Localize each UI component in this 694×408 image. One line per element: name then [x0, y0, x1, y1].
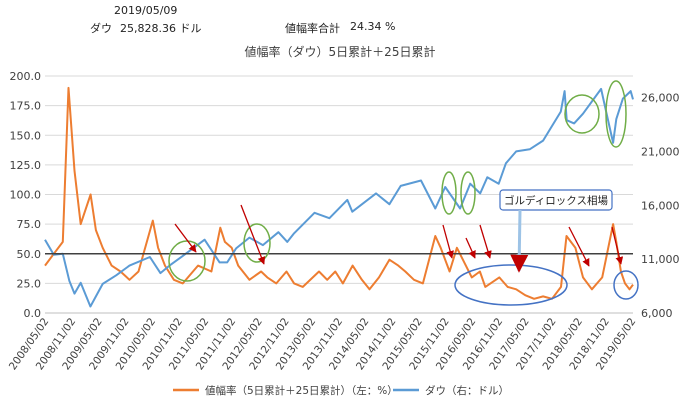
red-arrow — [479, 224, 492, 259]
right-tick-label: 26,000 — [641, 92, 680, 105]
red-arrow — [442, 224, 454, 259]
right-axis-ticks: 6,000 11,000 16,000 21,000 26,000 — [641, 92, 680, 320]
annotation-box — [499, 189, 613, 211]
left-tick-label: 0.0 — [24, 307, 42, 320]
highlight-circle — [454, 264, 568, 306]
left-tick-label: 75.0 — [17, 218, 42, 231]
annotations: ゴルディロックス相場 — [168, 80, 639, 306]
header-ratio-label: 値幅率合計 — [285, 22, 340, 35]
left-tick-label: 25.0 — [17, 277, 42, 290]
highlight-circle — [441, 171, 457, 215]
legend-label: 値幅率（5日累計＋25日累計）（左：%） — [205, 384, 398, 397]
right-tick-label: 21,000 — [641, 145, 680, 158]
header-ratio-value: 24.34 % — [350, 20, 396, 33]
left-axis-ticks: 0.0 25.0 50.0 75.0 100.0 125.0 150.0 175.0 200.0 — [10, 70, 42, 320]
header-dow-value: 25,828.36 ドル — [120, 22, 202, 35]
highlight-circle — [613, 270, 639, 300]
chart-title: 値幅率（ダウ）5日累計＋25日累計 — [245, 44, 436, 59]
x-axis-ticks: 2008/05/022008/11/022009/05/022009/11/02… — [7, 316, 639, 372]
left-tick-label: 50.0 — [17, 248, 42, 261]
legend-label: ダウ（右：ドル） — [425, 384, 509, 397]
left-tick-label: 175.0 — [10, 100, 42, 113]
right-tick-label: 11,000 — [641, 253, 680, 266]
right-tick-label: 6,000 — [641, 307, 673, 320]
red-arrow — [568, 226, 590, 267]
legend: 値幅率（5日累計＋25日累計）（左：%） ダウ（右：ドル） — [173, 384, 509, 397]
series-line-dow — [44, 87, 634, 308]
series-lines — [44, 86, 634, 308]
annotation-arrow — [510, 209, 529, 273]
red-arrow — [240, 204, 266, 265]
header-dow-label: ダウ — [90, 22, 112, 35]
red-arrow — [174, 223, 197, 253]
left-tick-label: 100.0 — [10, 189, 42, 202]
annotation-label: ゴルディロックス相場 — [504, 194, 608, 207]
series-line-volatility — [44, 86, 634, 300]
highlight-circle — [605, 80, 627, 148]
highlight-circle — [460, 171, 476, 215]
red-arrow — [465, 237, 476, 259]
right-tick-label: 16,000 — [641, 199, 680, 212]
left-tick-label: 125.0 — [10, 159, 42, 172]
highlight-circle — [243, 223, 271, 263]
left-tick-label: 150.0 — [10, 129, 42, 142]
left-tick-label: 200.0 — [10, 70, 42, 83]
header-date: 2019/05/09 — [114, 4, 178, 17]
red-arrow — [611, 226, 624, 265]
highlight-circle — [564, 94, 600, 134]
